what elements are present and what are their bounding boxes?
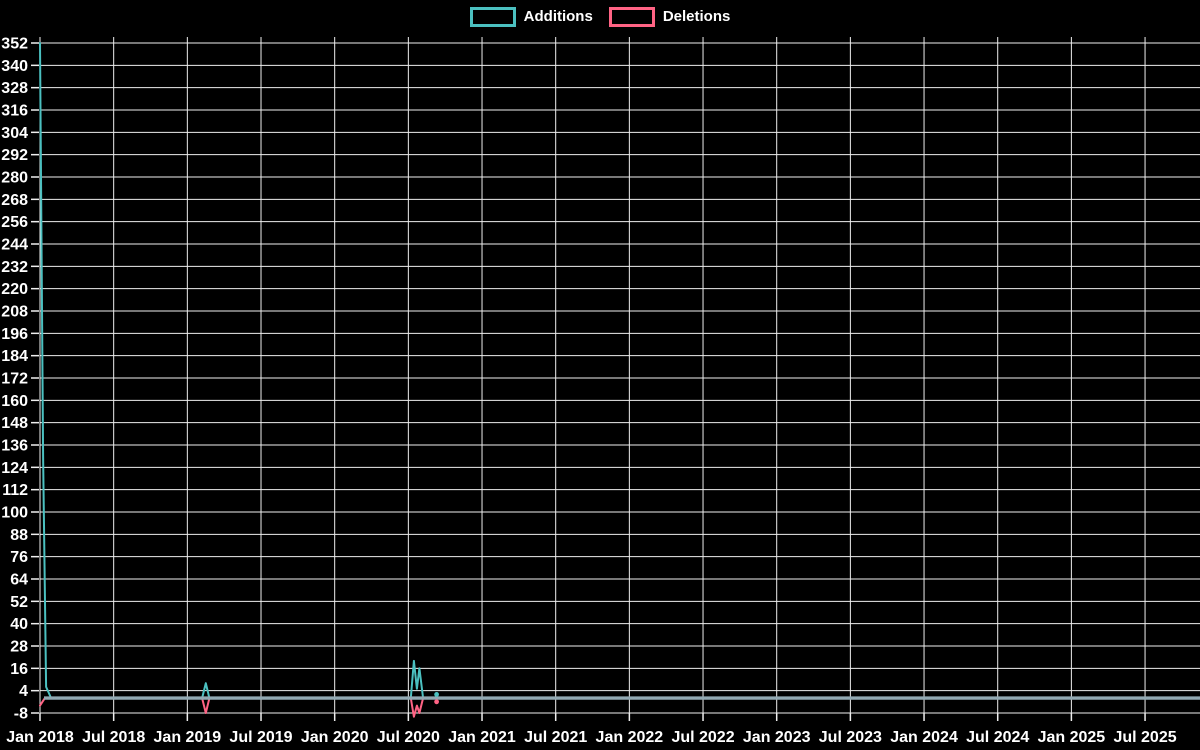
y-tick-label: 340 xyxy=(1,58,28,75)
y-tick-label: 52 xyxy=(10,594,28,611)
y-tick-label: 328 xyxy=(1,80,28,97)
y-tick-label: 172 xyxy=(1,371,28,388)
x-tick-label: Jan 2023 xyxy=(743,729,811,746)
x-tick-label: Jul 2024 xyxy=(966,729,1029,746)
x-tick-label: Jan 2024 xyxy=(890,729,958,746)
y-tick-label: 268 xyxy=(1,192,28,209)
x-tick-label: Jul 2025 xyxy=(1113,729,1176,746)
deletions-swatch-icon xyxy=(608,7,655,27)
additions-swatch-icon xyxy=(469,7,516,27)
x-tick-label: Jan 2018 xyxy=(6,729,74,746)
x-tick-label: Jan 2021 xyxy=(448,729,516,746)
y-tick-label: 184 xyxy=(1,348,28,365)
y-tick-label: 232 xyxy=(1,259,28,276)
y-tick-label: 76 xyxy=(10,549,28,566)
x-tick-label: Jul 2019 xyxy=(229,729,292,746)
y-tick-label: 280 xyxy=(1,170,28,187)
x-tick-label: Jan 2020 xyxy=(301,729,369,746)
legend-label-deletions: Deletions xyxy=(662,8,731,25)
y-tick-label: 16 xyxy=(10,661,28,678)
y-tick-label: 4 xyxy=(19,683,28,700)
axis-labels: -8 4 16 28 40 52 64 76 88 100 112 124 136 148 160 172 18… xyxy=(1,36,1176,747)
y-tick-label: 304 xyxy=(1,125,28,142)
y-tick-label: 100 xyxy=(1,505,28,522)
y-tick-label: 64 xyxy=(10,572,28,589)
y-tick-label: 244 xyxy=(1,237,28,254)
legend-label-additions: Additions xyxy=(523,8,593,25)
deletions-point-marker xyxy=(434,699,439,705)
y-tick-label: 220 xyxy=(1,281,28,298)
y-tick-label: 208 xyxy=(1,304,28,321)
y-tick-label: 124 xyxy=(1,460,28,477)
y-tick-label: 160 xyxy=(1,393,28,410)
chart-legend: Additions Deletions xyxy=(0,7,1200,27)
y-tick-label: 352 xyxy=(1,36,28,53)
x-tick-label: Jul 2021 xyxy=(524,729,587,746)
y-tick-label: 40 xyxy=(10,616,28,633)
y-tick-label: 112 xyxy=(2,482,28,499)
y-tick-label: 88 xyxy=(10,527,28,544)
x-tick-label: Jan 2022 xyxy=(596,729,664,746)
axis-ticks xyxy=(31,42,1146,721)
y-tick-label: 148 xyxy=(1,415,28,432)
x-tick-label: Jul 2018 xyxy=(82,729,145,746)
x-tick-label: Jan 2019 xyxy=(154,729,222,746)
y-tick-label: 316 xyxy=(1,103,28,120)
y-tick-label: 136 xyxy=(1,438,28,455)
y-tick-label: 256 xyxy=(1,214,28,231)
additions-line xyxy=(39,42,1200,700)
legend-item-deletions[interactable]: Deletions xyxy=(608,7,731,27)
y-tick-label: 196 xyxy=(1,326,28,343)
y-tick-label: 28 xyxy=(10,639,28,656)
x-tick-label: Jul 2020 xyxy=(377,729,440,746)
legend-item-additions[interactable]: Additions xyxy=(469,7,593,27)
grid-lines xyxy=(39,37,1200,714)
x-tick-label: Jul 2023 xyxy=(819,729,882,746)
additions-point-marker xyxy=(434,692,439,697)
x-tick-label: Jan 2025 xyxy=(1038,729,1106,746)
y-tick-label: 292 xyxy=(1,147,28,164)
deletions-line xyxy=(39,697,1200,718)
y-tick-label: -8 xyxy=(14,706,28,723)
x-tick-label: Jul 2022 xyxy=(671,729,734,746)
